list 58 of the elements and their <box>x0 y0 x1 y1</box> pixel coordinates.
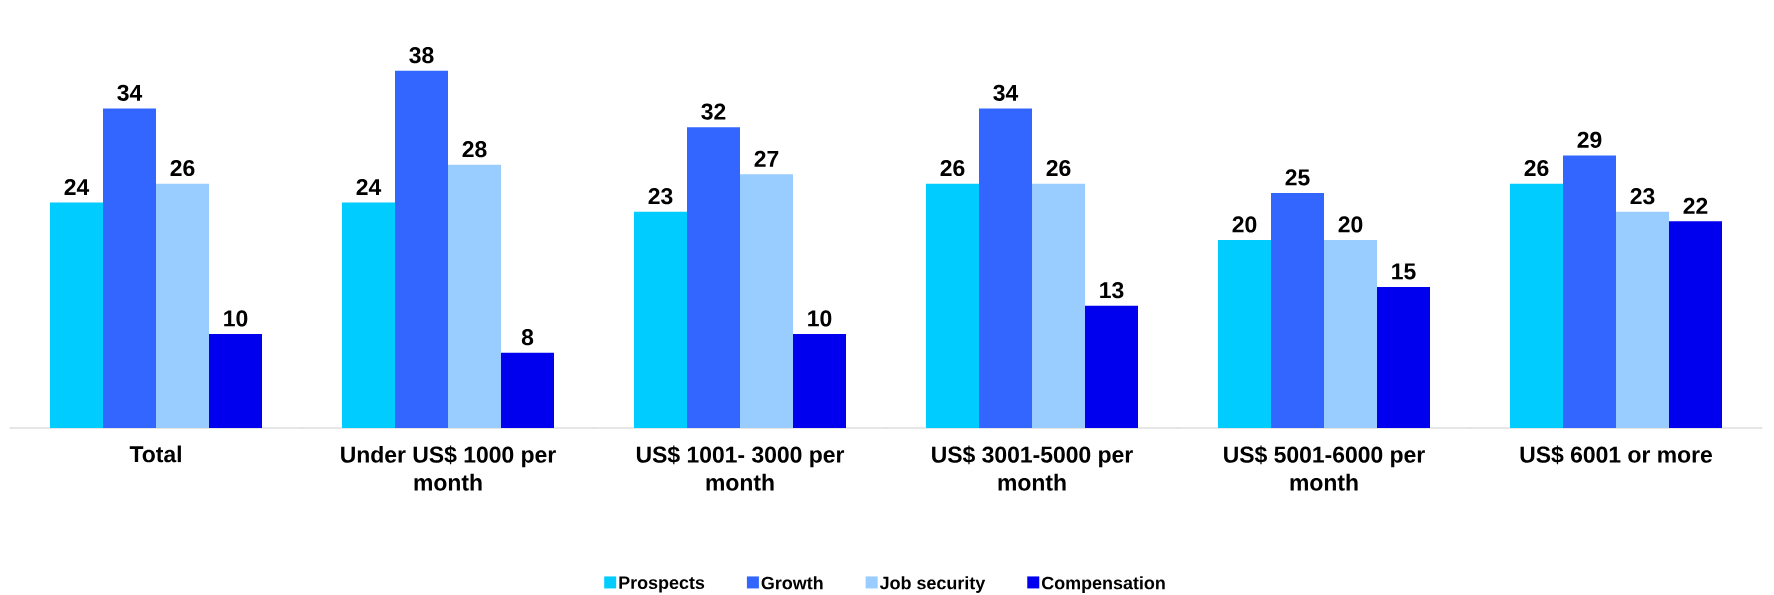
bar <box>634 211 687 428</box>
data-label: 26 <box>1524 159 1549 177</box>
data-label: 38 <box>409 47 434 64</box>
data-label: 25 <box>1285 169 1310 186</box>
bar <box>1032 183 1085 428</box>
bar <box>687 127 740 428</box>
data-label: 29 <box>1577 131 1602 148</box>
bar <box>979 108 1032 428</box>
bar <box>740 174 793 428</box>
data-label: 27 <box>754 150 779 167</box>
bar <box>1324 240 1377 428</box>
data-label: 20 <box>1232 216 1257 233</box>
data-label: 34 <box>993 84 1019 101</box>
data-label: 26 <box>940 159 965 177</box>
bar <box>156 183 209 428</box>
bar <box>1271 193 1324 428</box>
data-label: 10 <box>808 310 832 327</box>
data-label: 28 <box>462 141 487 158</box>
data-label: 26 <box>1046 159 1071 177</box>
bar <box>209 334 262 428</box>
x-tick-label: US$ 6001 or more <box>1520 445 1712 465</box>
bar <box>342 202 395 428</box>
bar <box>395 70 448 428</box>
bar <box>793 334 846 428</box>
bar <box>1377 287 1430 428</box>
legend-label: Job security <box>879 576 986 593</box>
bar <box>103 108 156 428</box>
data-label: 23 <box>1630 188 1655 205</box>
bar <box>1616 211 1669 428</box>
data-label: 8 <box>521 329 534 346</box>
bar <box>926 183 979 428</box>
data-label: 10 <box>224 310 248 327</box>
data-label: 22 <box>1683 197 1708 214</box>
data-label: 32 <box>701 103 726 120</box>
bar <box>1218 240 1271 428</box>
bar <box>1510 183 1563 428</box>
data-label: 20 <box>1338 216 1363 233</box>
bar <box>1085 305 1138 428</box>
bar <box>1669 221 1722 428</box>
data-label: 24 <box>356 178 382 195</box>
data-label: 24 <box>64 178 90 195</box>
data-label: 26 <box>170 159 195 177</box>
bar <box>448 164 501 428</box>
data-label: 15 <box>1392 263 1416 280</box>
data-label: 13 <box>1100 282 1124 299</box>
x-tick-label: US$ 1001- 3000 per month <box>636 445 845 491</box>
data-label: 23 <box>648 188 673 205</box>
legend-label: Growth <box>761 576 823 590</box>
legend-label: Compensation <box>1041 576 1165 593</box>
bar <box>501 352 554 428</box>
legend-label: Prospects <box>619 576 705 593</box>
x-tick-label: US$ 5001-6000 per month <box>1224 445 1425 491</box>
x-tick-label: Total <box>129 445 181 463</box>
x-tick-label: Under US$ 1000 per month <box>341 445 556 491</box>
bar <box>50 202 103 428</box>
data-label: 34 <box>117 84 143 101</box>
x-tick-label: US$ 3001-5000 per month <box>932 445 1133 491</box>
bar <box>1563 155 1616 428</box>
